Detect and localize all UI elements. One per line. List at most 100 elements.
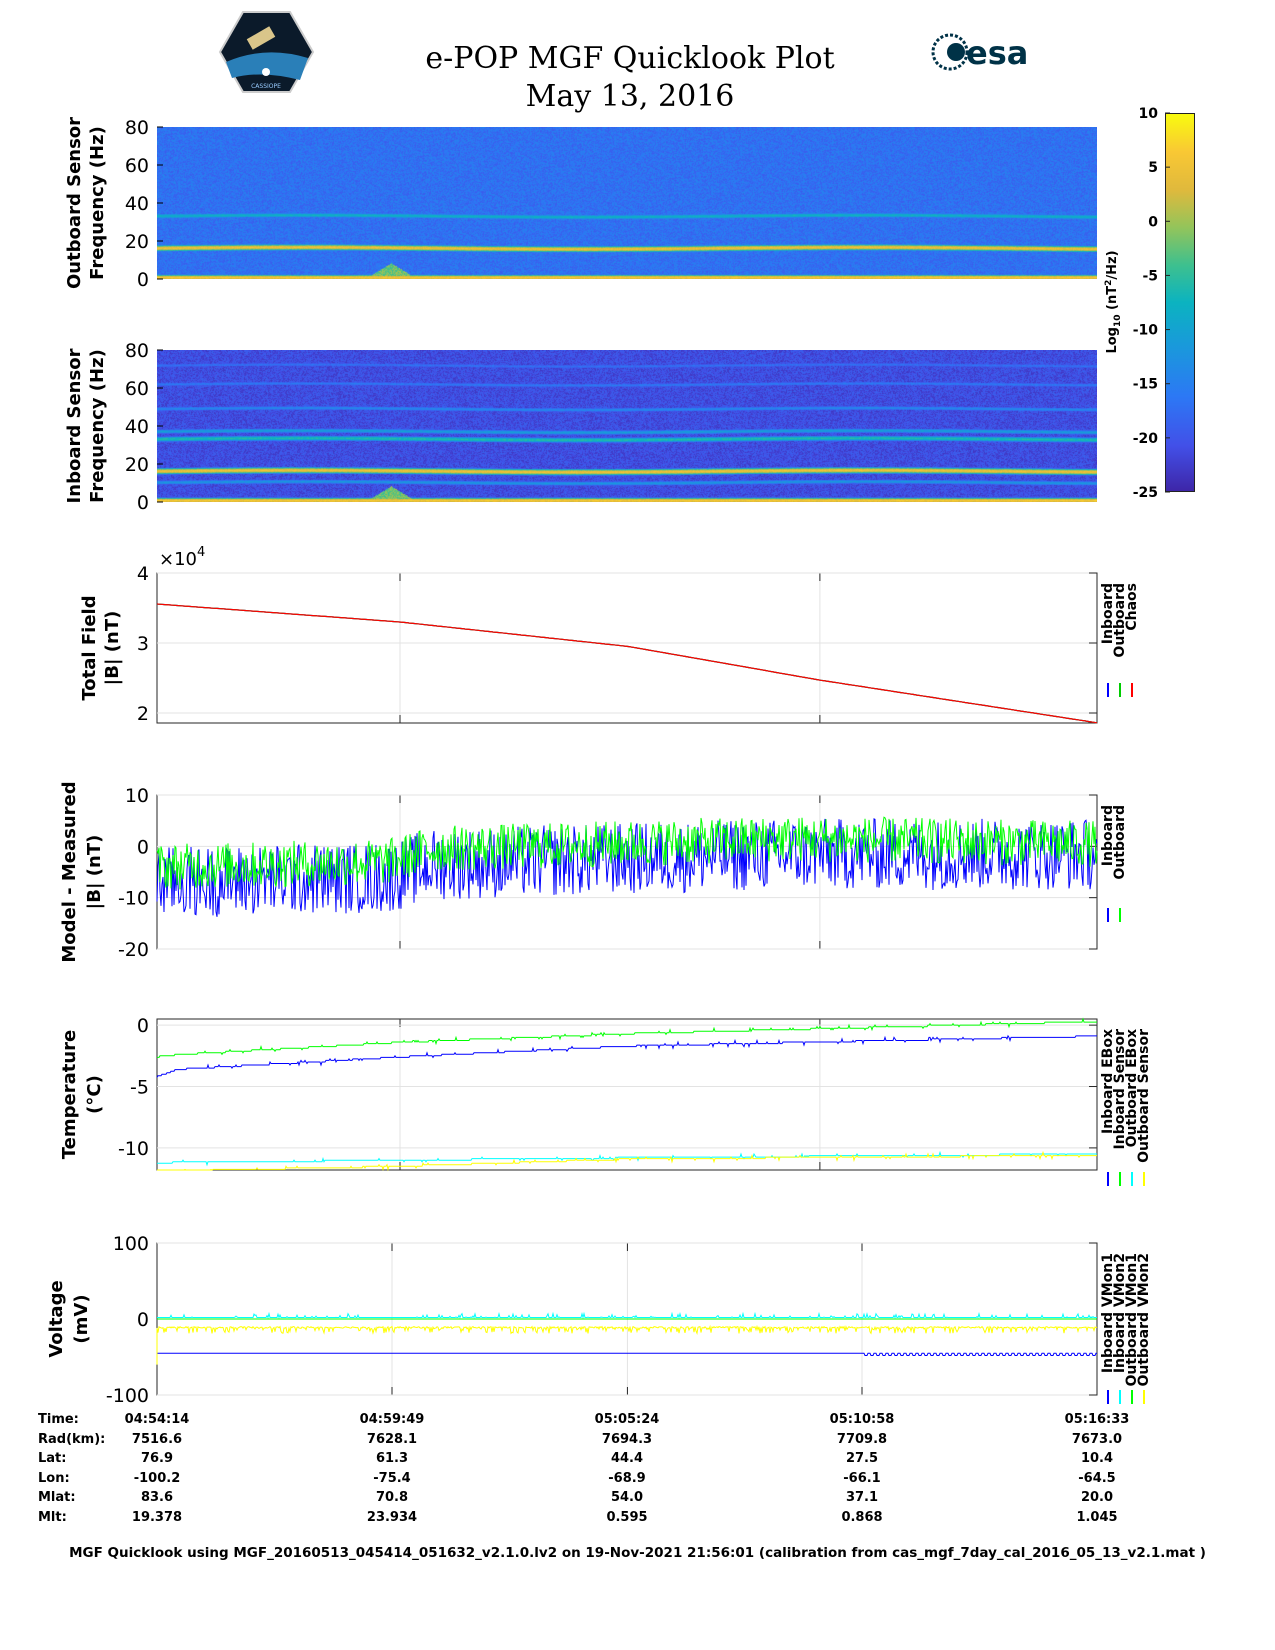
orbit-cell: 05:10:58 [829,1412,895,1427]
orbit-cell: 10.4 [1080,1451,1114,1467]
colorbar-label-part: /Hz) [1105,250,1120,279]
series-line-outboard-ebox [157,1150,1097,1167]
y-axis-label: Frequency (Hz) [87,126,108,280]
ytick-label: 40 [125,193,149,215]
ytick-label: 20 [125,231,149,253]
ytick-label: 60 [125,378,149,400]
colorbar-tick-label: 5 [1148,160,1158,176]
orbit-cell: 44.4 [610,1451,644,1467]
outboard-spectrogram-panel: 0 20 40 60 80 Outboard Sensor Frequency (Hz) [64,117,163,291]
legend-label: Inboard VMon1 [1100,1253,1116,1373]
legend-label: Outboard VMon2 [1136,1253,1152,1387]
logo-left-text: CASSIOPE [251,83,281,90]
colorbar-tick-label: -10 [1133,323,1159,339]
y-axis-label: (°C) [84,1075,105,1114]
plot-area [156,1018,1098,1171]
series-line-inboard-vmon1 [157,1352,1097,1356]
colorbar-tick-label: -5 [1142,268,1158,284]
orbit-row-label: Rad(km): [38,1431,106,1447]
colorbar-tick-label: 10 [1139,106,1159,122]
y-axis-label: Voltage [46,1280,67,1357]
orbit-cell: 7694.3 [601,1431,653,1447]
y-axis-label: Model - Measured [59,781,80,962]
legend-label: Inboard [1100,583,1116,644]
orbit-row-label: Mlt: [38,1510,67,1525]
orbit-cell: 19.378 [131,1510,183,1525]
y-axis-label: Frequency (Hz) [87,349,108,503]
plot-title: e-POP MGF Quicklook Plot May 13, 2016 [320,40,940,116]
ytick-label: 0 [137,492,149,514]
multiplier-base: ×10 [159,549,197,570]
ytick-label: 40 [125,416,149,438]
colorbar-label-part: 2 [1104,280,1114,286]
esa-logo: esa [931,33,1028,72]
colorbar-label-part: Log [1105,327,1120,354]
series-line-outboard-vmon2 [156,1324,1098,1365]
outboard-spectrogram-image [157,127,1097,279]
orbit-cell: -75.4 [373,1470,411,1486]
colorbar-label-part: 10 [1113,314,1123,327]
legend-label: Inboard EBox [1100,1029,1116,1134]
colorbar-tick-label: -20 [1133,431,1159,447]
series-line-chaos [156,603,1098,724]
y-axis-label: Temperature [59,1030,80,1159]
legend-label: Chaos [1124,583,1140,631]
y-axis-label: |B| (nT) [84,835,105,910]
series-line-outboard-sensor [157,1150,1097,1172]
orbit-cell: -66.1 [843,1470,881,1486]
legend-label: Outboard Sensor [1136,1029,1152,1163]
ytick-label: -10 [118,1138,149,1160]
colorbar-label-part: (nT [1105,286,1120,315]
ytick-label: 0 [137,1309,149,1331]
legend-label: Inboard Sensor [1112,1029,1128,1150]
orbit-cell: 04:59:49 [359,1412,425,1427]
orbit-cell: 0.868 [841,1510,883,1525]
orbit-cell: 70.8 [375,1490,409,1506]
ytick-label: 100 [113,1233,149,1255]
ytick-label: 0 [137,269,149,291]
legend-label: Inboard VMon2 [1112,1253,1128,1373]
y-axis-label: Total Field [79,595,100,700]
legend-label: Outboard [1112,805,1128,880]
ytick-label: -100 [106,1385,149,1407]
legend-label: Outboard [1112,583,1128,658]
legend-label: Inboard [1100,805,1116,866]
ytick-label: 2 [137,703,149,725]
orbit-cell: 04:54:14 [124,1412,190,1427]
ytick-label: 80 [125,340,149,362]
orbit-row-label: Lon: [38,1470,70,1486]
inboard-spectrogram-image [157,350,1097,502]
ytick-label: 60 [125,155,149,177]
series-line-inboard [156,818,1098,917]
series-line-inboard-sensor [157,1017,1097,1058]
colorbar-label: Log10 (nT2/Hz) [1104,250,1123,353]
ytick-label: 0 [137,836,149,858]
orbit-cell: -64.5 [1078,1470,1116,1486]
orbit-cell: -100.2 [133,1470,181,1486]
orbit-cell: 23.934 [366,1510,418,1525]
colorbar [1165,113,1195,492]
orbit-cell: 7709.8 [836,1431,888,1447]
ytick-label: 20 [125,454,149,476]
ytick-label: 3 [137,633,149,655]
ytick-label: -20 [118,939,149,961]
orbit-cell: 76.9 [140,1451,174,1467]
colorbar-tick-label: -25 [1133,485,1158,501]
y-axis-label: Inboard Sensor [64,348,85,503]
orbit-cell: 20.0 [1080,1490,1114,1506]
ytick-label: 10 [125,785,149,807]
ytick-label: -10 [118,888,149,910]
ytick-label: -5 [130,1077,149,1099]
orbit-row-label: Lat: [38,1451,67,1467]
orbit-cell: 7628.1 [366,1431,418,1447]
cassiope-logo: CASSIOPE [218,11,315,93]
ytick-label: 80 [125,117,149,139]
orbit-cell: 1.045 [1076,1510,1118,1525]
orbit-cell: -68.9 [608,1470,646,1486]
ytick-label: 4 [137,563,149,585]
inboard-spectrogram-panel: 0 20 40 60 80 Inboard Sensor Frequency (Hz) [64,340,163,514]
